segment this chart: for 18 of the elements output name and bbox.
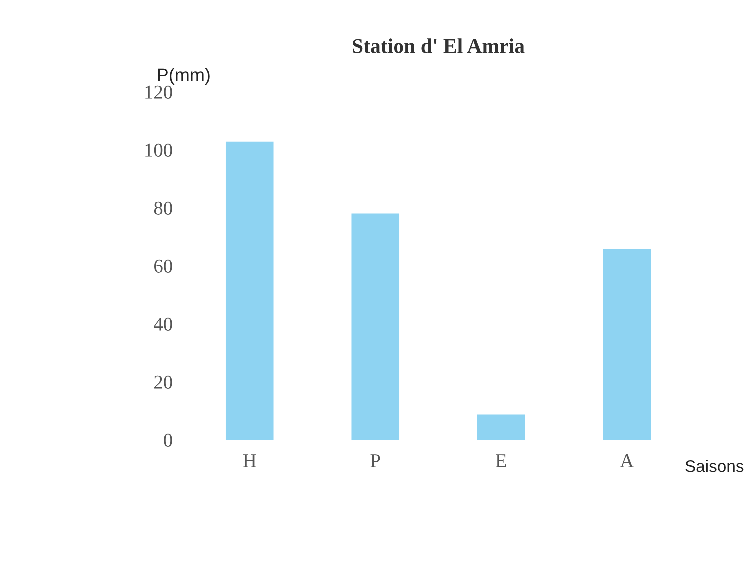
y-tick-label: 60 — [154, 260, 172, 273]
chart-title: Station d' El Amria — [353, 38, 525, 54]
y-tick-label: 100 — [146, 144, 172, 157]
bar — [226, 142, 274, 440]
x-tick-label: A — [620, 454, 634, 468]
x-tick-label: E — [496, 454, 506, 468]
bar — [603, 249, 652, 440]
bar — [352, 214, 400, 440]
x-axis-title: Saisons — [686, 460, 744, 472]
y-tick-label: 40 — [154, 318, 172, 331]
bar — [477, 414, 526, 440]
y-tick-label: 120 — [146, 86, 172, 99]
x-tick-label: H — [243, 454, 256, 468]
y-tick-label: 20 — [154, 376, 172, 389]
y-axis-title: P(mm) — [158, 68, 210, 86]
x-tick-label: P — [370, 454, 380, 468]
y-tick-label: 80 — [154, 202, 172, 215]
y-tick-label: 0 — [164, 434, 172, 447]
